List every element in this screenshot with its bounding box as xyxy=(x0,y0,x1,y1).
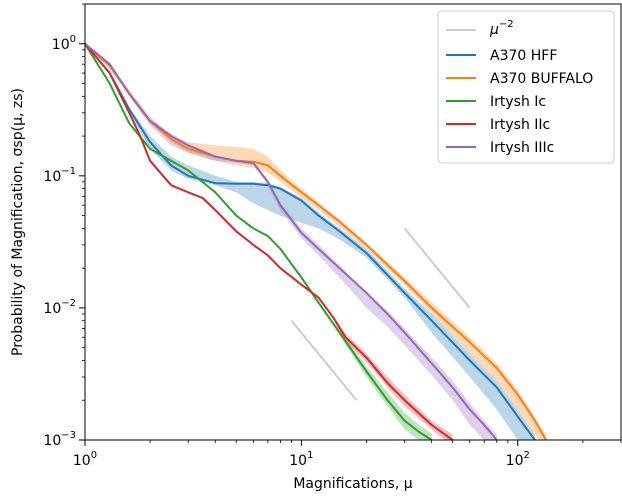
legend-label-irtysh-iic: Irtysh IIc xyxy=(490,117,550,133)
reference-line-1 xyxy=(290,320,358,401)
series-line-irtysh-iiic xyxy=(85,43,498,440)
y-tick-label: 10−2 xyxy=(43,298,76,317)
legend-label-irtysh-iiic: Irtysh IIIc xyxy=(490,140,554,156)
x-axis-minor-ticks xyxy=(149,440,622,443)
legend: μ−2 A370 HFF A370 BUFFALO Irtysh Ic Irtysh … xyxy=(437,10,615,164)
y-axis-minor-ticks xyxy=(82,3,85,401)
series-line-irtysh-iic xyxy=(85,43,454,440)
reference-lines xyxy=(290,227,471,401)
legend-label-a370-buffalo: A370 BUFFALO xyxy=(490,71,593,87)
legend-box xyxy=(437,10,615,164)
x-tick-label: 101 xyxy=(289,450,313,469)
band-a370-hff xyxy=(85,43,535,440)
series-line-irtysh-ic xyxy=(85,43,433,440)
series-line-a370-buffalo xyxy=(85,43,547,440)
series-line-a370-hff xyxy=(85,43,536,440)
reference-line-2 xyxy=(403,227,471,309)
legend-label-reference: μ−2 xyxy=(489,19,514,38)
legend-label-irtysh-ic: Irtysh Ic xyxy=(490,94,546,110)
y-tick-label: 10−3 xyxy=(43,430,76,449)
y-tick-label: 100 xyxy=(52,34,76,53)
x-tick-label: 100 xyxy=(73,450,97,469)
x-axis-label: Magnifications, μ xyxy=(293,476,412,492)
x-tick-label: 102 xyxy=(506,450,530,469)
plot-frame xyxy=(84,3,622,441)
y-axis-ticks: 100 10−1 10−2 10−3 xyxy=(43,34,85,449)
x-axis-ticks: 100 101 102 xyxy=(73,440,530,469)
series-lines xyxy=(85,43,547,440)
legend-entries: A370 HFF A370 BUFFALO Irtysh Ic Irtysh IIc I… xyxy=(446,48,593,156)
legend-label-a370-hff: A370 HFF xyxy=(490,48,557,64)
y-axis-label: Probability of Magnification, σsp(μ, zs) xyxy=(10,88,26,356)
band-irtysh-iiic xyxy=(85,43,497,440)
y-tick-label: 10−1 xyxy=(43,166,76,185)
